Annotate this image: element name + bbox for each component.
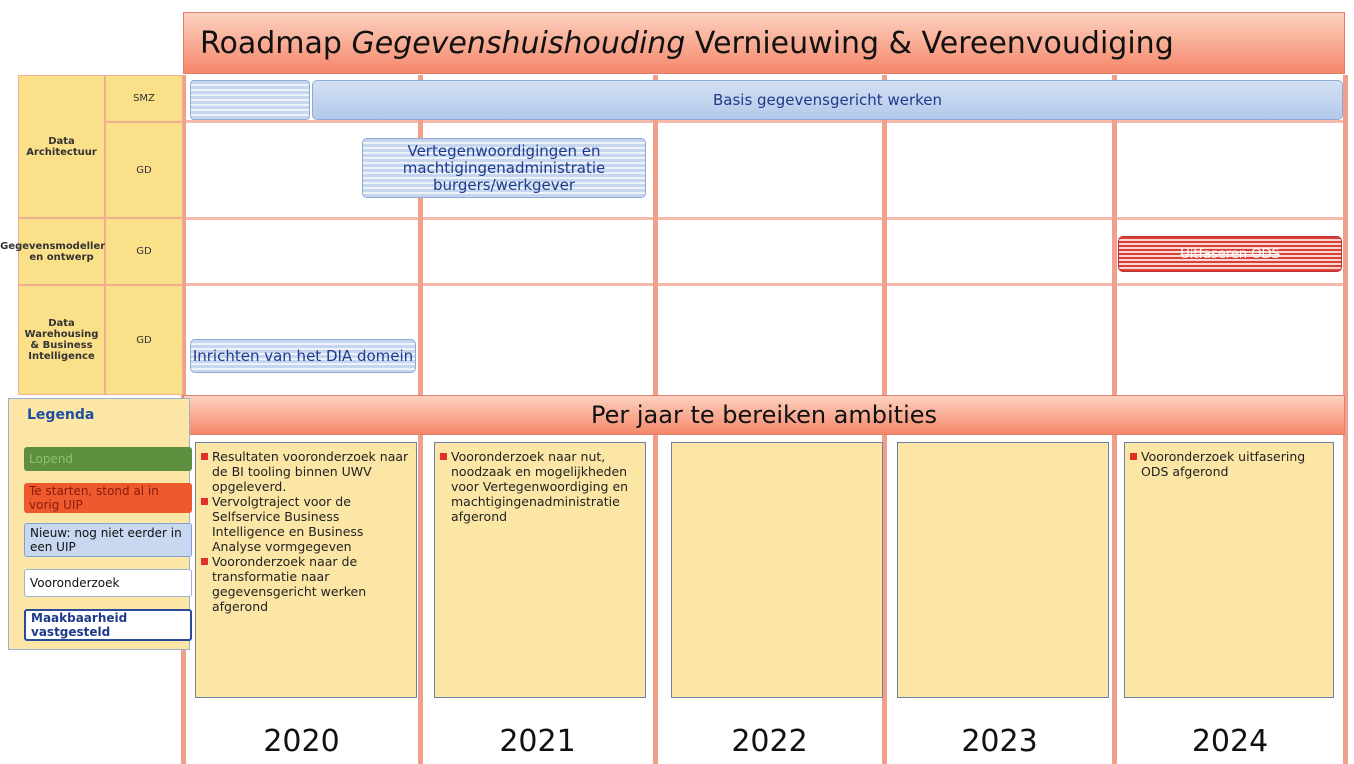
legend: Legenda Lopend Te starten, stond al in v…: [8, 398, 192, 650]
ambition-box: Vooronderzoek uitfasering ODS afgerond: [1124, 442, 1334, 698]
ambition-list: Vooronderzoek uitfasering ODS afgerond: [1129, 449, 1329, 479]
ambition-box: Resultaten vooronderzoek naar de BI tool…: [195, 442, 417, 698]
row-line: [183, 120, 1345, 123]
row-line: [183, 217, 1345, 220]
row-line: [183, 283, 1345, 286]
ambition-item: Vooronderzoek naar nut, noodzaak en moge…: [439, 449, 641, 524]
ambition-item: Vooronderzoek naar de transformatie naar…: [200, 554, 412, 614]
year-label: 2021: [499, 723, 576, 759]
year-label: 2020: [263, 723, 340, 759]
year-label: 2022: [731, 723, 808, 759]
legend-item: Te starten, stond al in vorig UIP: [24, 483, 192, 513]
title-bar: Roadmap Gegevenshuishouding Vernieuwing …: [183, 12, 1345, 74]
bar-segment: [190, 80, 310, 120]
ambition-box: [671, 442, 883, 698]
row-org: GD: [105, 285, 183, 395]
title-italic: Gegevenshuishouding: [351, 25, 686, 61]
legend-item: Nieuw: nog niet eerder in een UIP: [24, 523, 192, 557]
bar: Inrichten van het DIA domein: [190, 339, 416, 373]
ambition-item: Vervolgtraject voor de Selfservice Busin…: [200, 494, 412, 554]
col-line: [1343, 75, 1348, 764]
legend-item: Lopend: [24, 447, 192, 471]
ambition-box: Vooronderzoek naar nut, noodzaak en moge…: [434, 442, 646, 698]
legend-title: Legenda: [27, 407, 95, 423]
bar: Vertegenwoordigingen en machtigingenadmi…: [362, 138, 646, 198]
bar: Basis gegevensgericht werken: [312, 80, 1343, 120]
year-label: 2023: [961, 723, 1038, 759]
ambition-item: Vooronderzoek uitfasering ODS afgerond: [1129, 449, 1329, 479]
year-label: 2024: [1191, 723, 1269, 759]
ambitions-header: Per jaar te bereiken ambities: [183, 395, 1345, 435]
bar: Uitfaseren ODS: [1118, 236, 1342, 272]
row-group: Gegevensmodellering en ontwerp: [0, 218, 123, 285]
row-org: GD: [105, 122, 183, 218]
title-rest: Vernieuwing & Vereenvoudiging: [685, 25, 1174, 61]
ambition-list: Vooronderzoek naar nut, noodzaak en moge…: [439, 449, 641, 524]
row-group: Data Warehousing & Business Intelligence: [18, 285, 105, 395]
legend-item: Maakbaarheid vastgesteld: [24, 609, 192, 641]
title-lead: Roadmap: [200, 25, 352, 61]
ambition-item: Resultaten vooronderzoek naar de BI tool…: [200, 449, 412, 494]
ambition-list: Resultaten vooronderzoek naar de BI tool…: [200, 449, 412, 614]
ambition-box: [897, 442, 1109, 698]
row-org: GD: [105, 218, 183, 285]
legend-item: Vooronderzoek: [24, 569, 192, 597]
row-org: SMZ: [105, 75, 183, 122]
row-group: Data Architectuur: [18, 75, 105, 218]
